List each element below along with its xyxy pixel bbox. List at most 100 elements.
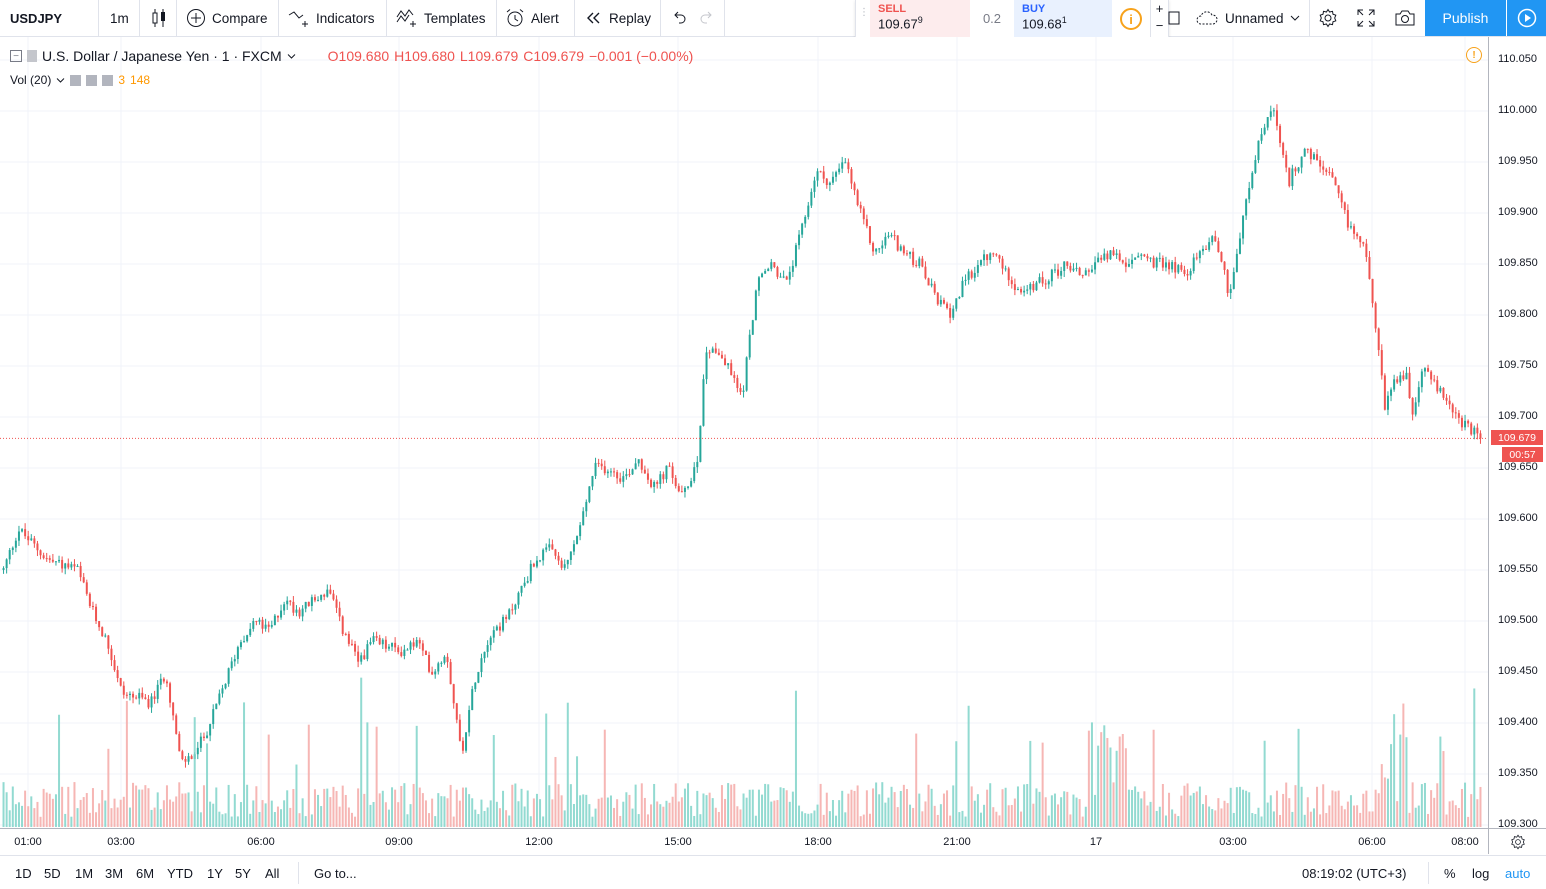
volume-bar [233, 794, 236, 827]
candle-body [807, 205, 810, 217]
sell-button[interactable]: SELL 109.679 [870, 0, 970, 37]
volume-bar [36, 801, 39, 827]
indicators-button[interactable]: Indicators [288, 0, 375, 36]
range-button-ytd[interactable]: YTD [167, 866, 193, 881]
play-button[interactable] [1507, 0, 1546, 36]
volume-bar [307, 724, 310, 827]
volume-bar [357, 788, 360, 827]
fullscreen-button[interactable] [1356, 0, 1376, 36]
range-button-3m[interactable]: 3M [105, 866, 124, 881]
symbol-search-button[interactable]: USDJPY [10, 10, 63, 26]
volume-bar [523, 806, 526, 827]
alert-button[interactable]: Alert [505, 0, 559, 36]
volume-bar [804, 813, 807, 827]
candle-body [566, 559, 569, 565]
volume-bar [616, 799, 619, 827]
candle-body [964, 279, 967, 281]
percent-toggle[interactable]: % [1444, 866, 1456, 881]
warning-icon[interactable]: ! [1466, 47, 1482, 63]
minus-button[interactable]: − [1155, 18, 1164, 33]
chart-settings-button[interactable] [1488, 828, 1546, 854]
volume-bar [449, 784, 452, 827]
range-button-6m[interactable]: 6M [136, 866, 155, 881]
volume-bar [1309, 811, 1312, 827]
candle-body [378, 637, 381, 645]
gear-icon[interactable] [86, 74, 98, 86]
candle-body [175, 715, 178, 734]
candle-body [946, 303, 949, 309]
candle-body [286, 600, 289, 605]
volume-bar [119, 799, 122, 827]
compare-button[interactable]: Compare [186, 0, 268, 36]
replay-button[interactable]: Replay [585, 0, 651, 36]
close-icon[interactable] [102, 74, 114, 86]
candle-body [45, 558, 48, 560]
quantity-stepper[interactable]: + − [1150, 0, 1168, 37]
time-axis[interactable] [0, 828, 1488, 854]
volume-bar [1205, 795, 1208, 827]
settings-button[interactable] [1318, 0, 1338, 36]
volume-bar [613, 807, 616, 827]
volume-bar [572, 804, 575, 827]
goto-button[interactable]: Go to... [314, 866, 357, 881]
clock[interactable]: 08:19:02 (UTC+3) [1302, 866, 1407, 881]
buy-button[interactable]: BUY 109.681 [1014, 0, 1112, 37]
undo-button[interactable] [670, 0, 688, 36]
layout-name-button[interactable]: Unnamed [1195, 0, 1300, 36]
candle-body [853, 183, 856, 191]
candle-body [1094, 262, 1097, 270]
chevron-down-icon[interactable] [56, 77, 65, 84]
candle-body [224, 683, 227, 689]
price-tick-label: 109.500 [1498, 614, 1538, 626]
interval-button[interactable]: 1m [110, 10, 129, 26]
auto-toggle[interactable]: auto [1505, 866, 1531, 881]
eye-icon[interactable] [70, 74, 82, 86]
volume-bar [560, 795, 563, 827]
volume-bar [693, 815, 696, 827]
candle-body [1334, 177, 1337, 186]
range-button-all[interactable]: All [265, 866, 280, 881]
log-toggle[interactable]: log [1472, 866, 1490, 881]
volume-bar [14, 804, 17, 827]
candle-body [1069, 265, 1072, 271]
candle-body [1312, 154, 1315, 160]
collapse-legend-button[interactable]: − [10, 50, 22, 62]
range-button-1y[interactable]: 1Y [207, 866, 223, 881]
legend-title[interactable]: U.S. Dollar / Japanese Yen · 1 · FXCM [42, 48, 282, 64]
plus-button[interactable]: + [1155, 1, 1164, 16]
volume-bar [1464, 782, 1467, 827]
candle-body [995, 254, 998, 256]
price-chart[interactable] [0, 37, 1488, 828]
volume-bar [1263, 740, 1266, 827]
volume-bar [76, 808, 79, 827]
range-button-1m[interactable]: 1M [75, 866, 94, 881]
chart-style-button[interactable] [150, 0, 168, 36]
candle-body [255, 621, 258, 623]
chevron-down-icon[interactable] [287, 53, 296, 60]
layout-name: Unnamed [1225, 10, 1284, 26]
snapshot-button[interactable] [1394, 0, 1416, 36]
candle-body [650, 479, 653, 487]
info-icon[interactable]: i [1120, 8, 1142, 30]
templates-button[interactable]: Templates [396, 0, 486, 36]
volume-bar [1103, 725, 1106, 827]
drag-handle-icon[interactable]: ⋮⋮ [859, 7, 879, 18]
alert-label: Alert [531, 10, 559, 26]
range-button-5d[interactable]: 5D [44, 866, 61, 881]
range-button-1d[interactable]: 1D [15, 866, 32, 881]
candle-body [1121, 260, 1124, 263]
volume-bar [717, 811, 720, 827]
candle-body [375, 636, 378, 638]
layout-square-icon[interactable] [1168, 0, 1180, 36]
candle-body [273, 615, 276, 626]
redo-button[interactable] [698, 0, 716, 36]
volume-bar [159, 809, 162, 827]
chart-pane[interactable] [0, 37, 1488, 828]
volume-title[interactable]: Vol (20) [10, 73, 52, 87]
volume-bar [739, 809, 742, 827]
publish-button[interactable]: Publish [1425, 0, 1506, 36]
range-button-5y[interactable]: 5Y [235, 866, 251, 881]
volume-bar [801, 811, 804, 827]
volume-bar [1269, 795, 1272, 827]
volume-bar [24, 790, 27, 827]
